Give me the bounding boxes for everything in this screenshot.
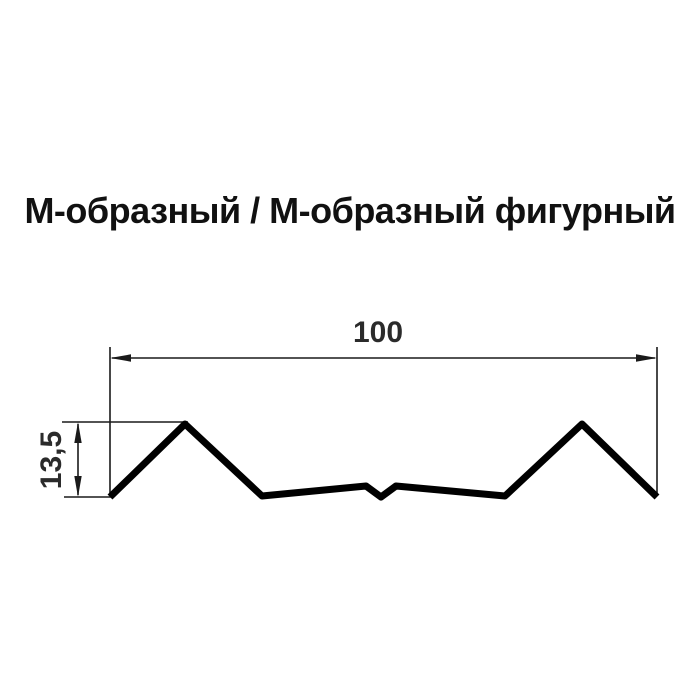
profile-outline <box>107 420 660 501</box>
height-arrow-up-icon <box>74 422 82 443</box>
width-arrow-left-icon <box>110 354 131 362</box>
height-dimension-label: 13,5 <box>35 430 68 490</box>
height-arrow-down-icon <box>74 476 82 497</box>
width-arrow-right-icon <box>636 354 657 362</box>
width-dimension-label: 100 <box>352 316 404 349</box>
page-title: М-образный / М-образный фигурный <box>24 190 676 231</box>
